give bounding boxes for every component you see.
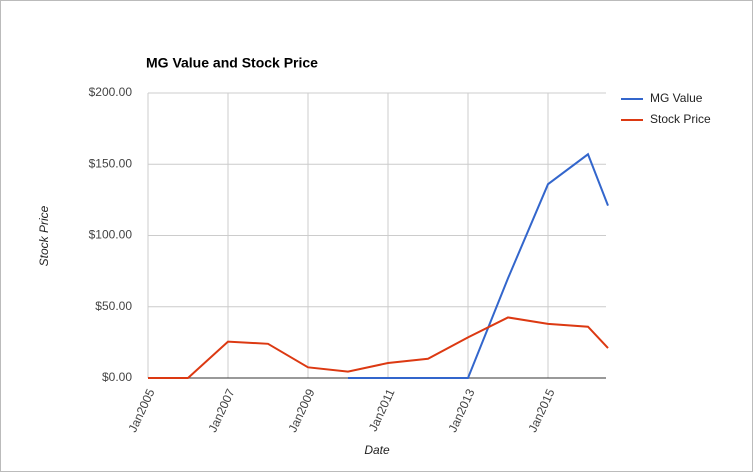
y-tick-label: $150.00 bbox=[89, 156, 133, 170]
y-tick-label: $50.00 bbox=[95, 299, 132, 313]
chart-title: MG Value and Stock Price bbox=[146, 55, 318, 71]
y-tick-label: $100.00 bbox=[89, 228, 133, 242]
y-axis-label: Stock Price bbox=[37, 205, 51, 266]
x-axis-label: Date bbox=[364, 443, 390, 457]
legend-label: MG Value bbox=[650, 91, 703, 105]
data-line bbox=[148, 316, 609, 379]
y-tick-label: $200.00 bbox=[89, 85, 133, 99]
legend-label: Stock Price bbox=[650, 112, 711, 126]
y-tick-label: $0.00 bbox=[102, 370, 132, 384]
